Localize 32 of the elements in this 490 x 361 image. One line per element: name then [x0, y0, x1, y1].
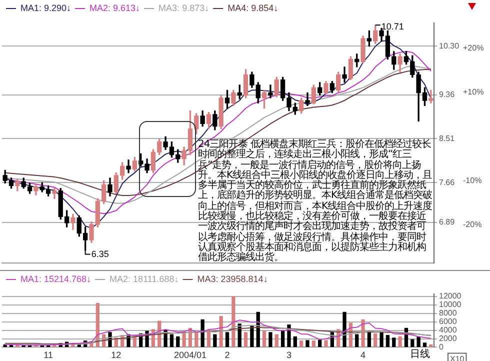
text: 日线 — [410, 348, 430, 361]
legend-label: MA2: 18111.688↓ — [110, 274, 179, 284]
legend-label: MA1: 15214.768↓ — [20, 274, 92, 284]
y-tick-label: 4000 — [439, 326, 458, 335]
y-tick-label: 7.66 — [439, 178, 456, 187]
y-tick-label: 8000 — [439, 308, 458, 318]
y2-tick-label: -20% — [463, 220, 482, 229]
legend-label: MA3: 9.873↓ — [158, 2, 210, 13]
y2-tick-label: +20% — [463, 43, 484, 52]
x-tick-label: 12 — [111, 350, 122, 360]
y-tick-label: 6000 — [439, 317, 458, 326]
x-tick-label: 3 — [286, 350, 292, 360]
y-tick-label: 0 — [439, 342, 444, 352]
legend-label: MA2: 9.613↓ — [90, 2, 140, 13]
legend-label: MA3: 23958.814↓ — [197, 274, 268, 284]
y-tick-label: 10000 — [439, 300, 462, 310]
legend-label: MA4: 9.854↓ — [228, 2, 278, 13]
x-tick-label: 2004/01 — [174, 350, 206, 360]
y2-tick-label: +10% — [463, 88, 484, 97]
y-tick-label: 12000 — [439, 292, 462, 301]
x-tick-label: 4 — [360, 350, 366, 360]
y-tick-label: 2000 — [439, 334, 458, 343]
x-tick-label: 2 — [224, 350, 230, 360]
annotation: 6.35 — [91, 248, 109, 259]
y-tick-label: 6.89 — [439, 218, 456, 227]
y2-tick-label: -10% — [463, 176, 482, 185]
x-tick-label: 11 — [44, 350, 53, 360]
legend-label: MA1: 9.290↓ — [20, 2, 72, 13]
y-tick-label: 10.30 — [439, 41, 460, 50]
annotation: 10.71 — [381, 22, 404, 32]
y-tick-label: 8.51 — [439, 134, 456, 143]
y-tick-label: 9.36 — [439, 90, 456, 100]
